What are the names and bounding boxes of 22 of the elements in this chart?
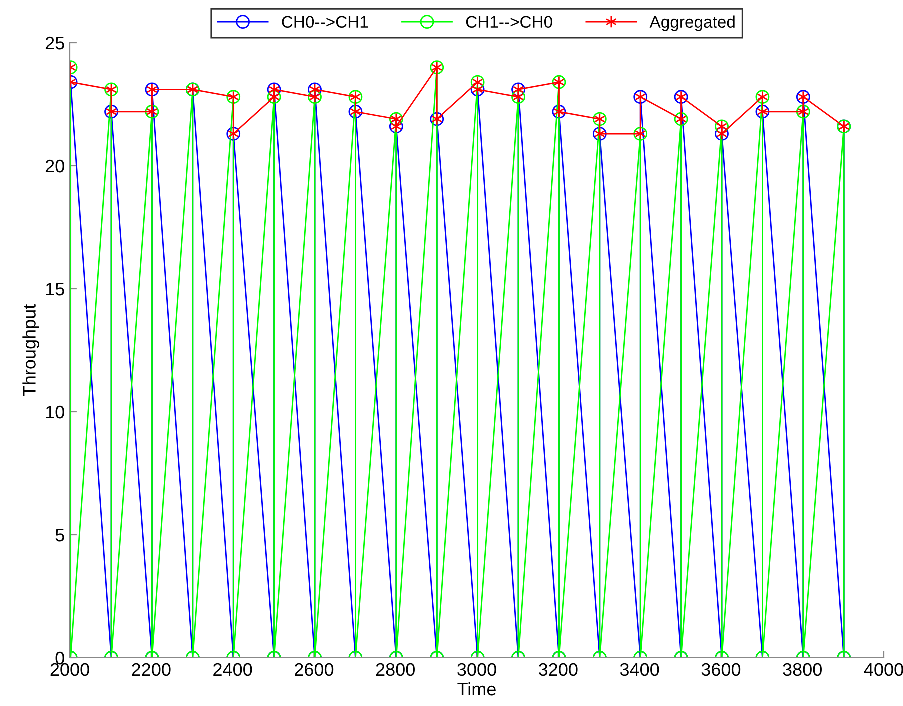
y-tick-label: 25 (46, 36, 64, 50)
y-tick-label: 20 (46, 160, 64, 173)
x-tick-label: 3400 (620, 663, 660, 676)
y-tick-label: 5 (56, 529, 64, 542)
x-tick-label: 2800 (376, 663, 415, 676)
x-tick-label: 3000 (458, 663, 496, 676)
x-tick-label: 3600 (702, 663, 741, 676)
x-tick-label: 3200 (539, 663, 578, 676)
x-tick-label: 2000 (50, 663, 90, 676)
x-tick-label: 2200 (132, 663, 171, 676)
y-tick-label: 10 (46, 406, 64, 419)
x-tick-label: 4000 (864, 663, 903, 676)
legend-label: Aggregated (650, 16, 735, 32)
x-tick-label: 3800 (783, 663, 822, 676)
legend-label: CH0-->CH1 (282, 16, 368, 28)
legend-label: CH1-->CH0 (466, 16, 552, 28)
x-tick-label: 2600 (295, 663, 334, 676)
y-tick-label: 15 (46, 283, 64, 296)
y-axis-title: Throughput (22, 304, 40, 396)
x-tick-label: 2400 (214, 663, 252, 676)
x-axis-title: Time (458, 682, 496, 696)
y-tick-label: 0 (56, 652, 64, 665)
